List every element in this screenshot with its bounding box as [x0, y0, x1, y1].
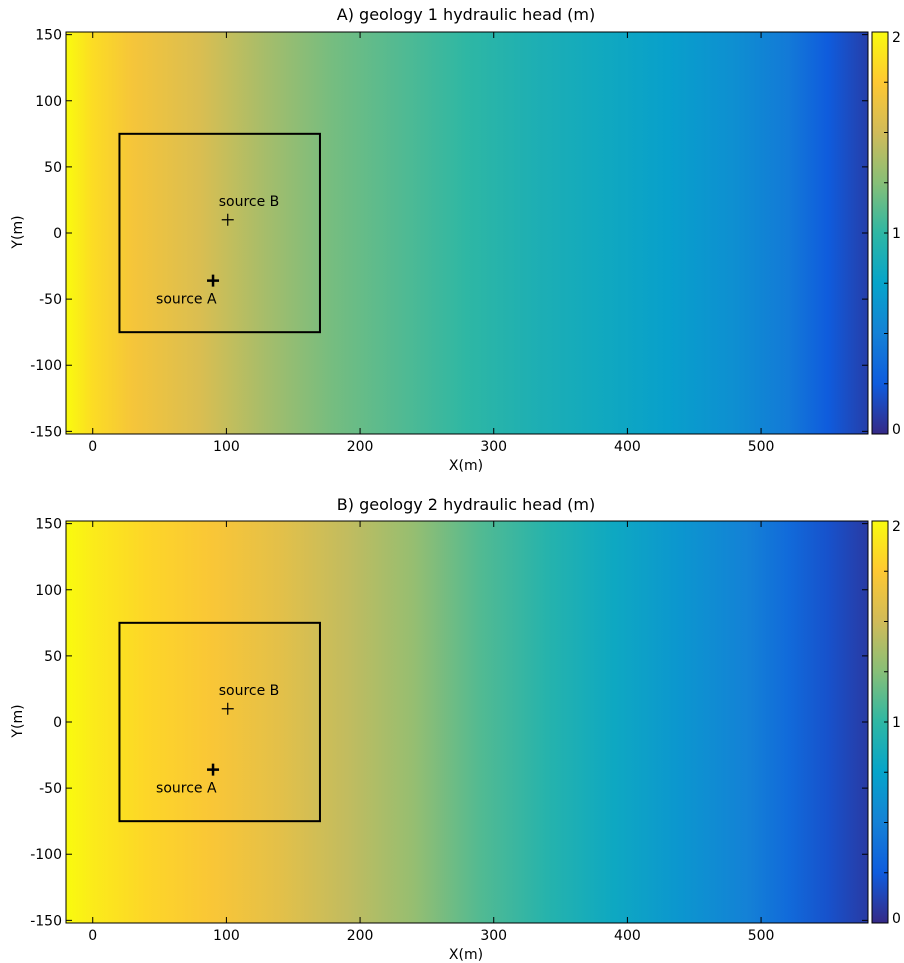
source-label: source B — [219, 683, 280, 699]
chart-title: A) geology 1 hydraulic head (m) — [337, 5, 595, 24]
y-tick-label: 150 — [35, 517, 62, 533]
colorbar-tick-label: 0 — [892, 422, 901, 438]
x-axis-label: X(m) — [449, 947, 483, 963]
x-tick-label: 200 — [347, 439, 374, 455]
colorbar-tick-label: 0 — [892, 911, 901, 927]
panel-a: A) geology 1 hydraulic head (m) 0 100 200 3… — [10, 5, 901, 474]
source-label: source A — [156, 781, 217, 797]
y-tick-label: -100 — [30, 847, 62, 863]
colorbar: 2 1 0 — [871, 30, 901, 438]
x-tick-label: 400 — [614, 439, 641, 455]
x-tick-label: 400 — [614, 928, 641, 944]
y-tick-label: -100 — [30, 358, 62, 374]
source-label: source B — [219, 194, 280, 210]
y-tick-label: -150 — [30, 424, 62, 440]
x-tick-label: 500 — [748, 928, 775, 944]
head-field — [66, 521, 868, 923]
source-marker — [207, 274, 220, 287]
x-tick-label: 100 — [213, 439, 240, 455]
source-box — [118, 132, 321, 334]
source-box — [118, 621, 321, 823]
colorbar-tick-label: 2 — [892, 519, 901, 535]
y-axis-label: Y(m) — [10, 215, 26, 249]
x-tick-label: 200 — [347, 928, 374, 944]
y-tick-label: 150 — [35, 28, 62, 44]
colorbar-tick-label: 2 — [892, 30, 901, 46]
source-label: source A — [156, 292, 217, 308]
colorbar-tick-label: 1 — [892, 715, 901, 731]
y-axis-label: Y(m) — [10, 704, 26, 738]
source-marker — [221, 213, 234, 226]
colorbar: 2 1 0 — [871, 519, 901, 927]
source-marker — [221, 702, 234, 715]
y-tick-label: -150 — [30, 913, 62, 929]
x-tick-label: 0 — [88, 928, 97, 944]
y-tick-label: 0 — [53, 226, 62, 242]
panel-b: B) geology 2 hydraulic head (m) 0 100 200 3… — [10, 495, 901, 963]
chart-title: B) geology 2 hydraulic head (m) — [337, 495, 595, 514]
head-field — [66, 32, 868, 434]
x-tick-label: 0 — [88, 439, 97, 455]
x-tick-label: 100 — [213, 928, 240, 944]
y-tick-label: 0 — [53, 715, 62, 731]
plot-area: 0 100 200 300 400 500150100500-50-100-150sour… — [30, 517, 869, 944]
x-axis-label: X(m) — [449, 458, 483, 474]
y-tick-label: 50 — [44, 160, 62, 176]
x-tick-label: 300 — [480, 928, 507, 944]
x-tick-label: 300 — [480, 439, 507, 455]
x-tick-label: 500 — [748, 439, 775, 455]
y-tick-label: -50 — [39, 292, 62, 308]
y-tick-label: 50 — [44, 649, 62, 665]
plot-area: 0 100 200 300 400 500150100500-50-100-150sour… — [30, 28, 869, 455]
y-tick-label: -50 — [39, 781, 62, 797]
y-tick-label: 100 — [35, 583, 62, 599]
source-marker — [207, 763, 220, 776]
colorbar-tick-label: 1 — [892, 226, 901, 242]
y-tick-label: 100 — [35, 94, 62, 110]
